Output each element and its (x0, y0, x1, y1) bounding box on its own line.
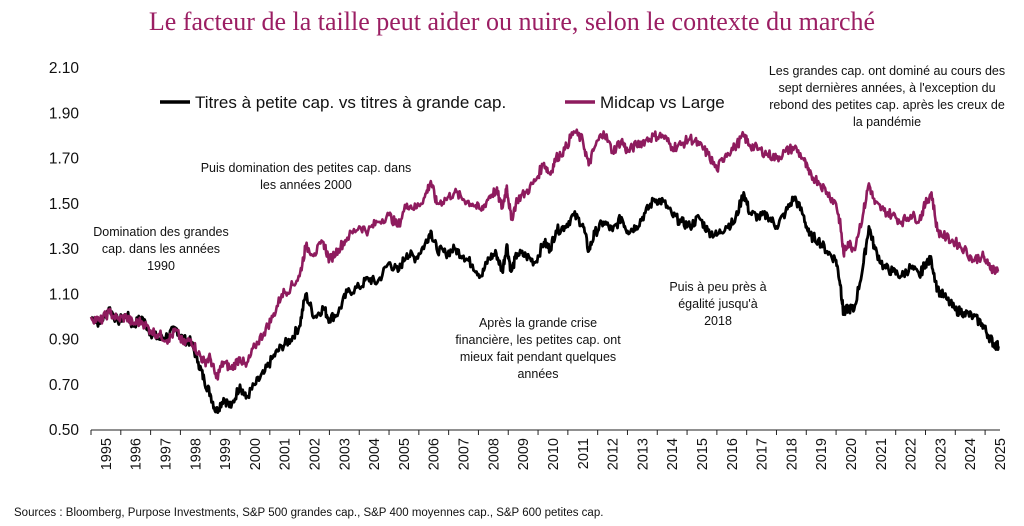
annotation-line: Domination des grandes (93, 225, 229, 239)
x-tick-label: 2002 (308, 438, 324, 470)
chart-title: Le facteur de la taille peut aider ou nu… (149, 7, 875, 36)
annotation-line: 1990 (147, 259, 175, 273)
x-tick-label: 2012 (606, 438, 622, 470)
x-tick-label: 1996 (129, 438, 145, 470)
x-tick-label: 2021 (874, 438, 890, 470)
x-tick-label: 2008 (486, 438, 502, 470)
annotation-line: Puis à peu près à (669, 280, 766, 294)
annotation-text: Puis domination des petites cap. dans les… (201, 161, 412, 192)
y-tick-label: 1.30 (49, 241, 80, 258)
x-tick-label: 1998 (188, 438, 204, 470)
x-tick-label: 1997 (159, 438, 175, 470)
x-tick-label: 2016 (725, 438, 741, 470)
x-tick-label: 2011 (576, 438, 592, 469)
legend: Titres à petite cap. vs titres à grande … (160, 93, 725, 112)
x-tick-label: 2015 (695, 438, 711, 470)
y-tick-label: 0.50 (49, 422, 80, 439)
annotation-line: financière, les petites cap. ont (455, 333, 621, 347)
source-note: Sources : Bloomberg, Purpose Investments… (14, 507, 603, 519)
x-tick-label: 2019 (814, 438, 830, 470)
annotation-line: égalité jusqu'à (678, 297, 758, 311)
x-tick-label: 2017 (755, 438, 771, 470)
y-tick-label: 1.70 (49, 151, 80, 168)
annotation-text: Puis à peu près à égalité jusqu'à 2018 (669, 280, 766, 328)
x-tick-label: 1995 (99, 438, 115, 470)
legend-label: Titres à petite cap. vs titres à grande … (195, 93, 506, 112)
annotation-line: Puis domination des petites cap. dans (201, 161, 412, 175)
x-tick-label: 2022 (904, 438, 920, 470)
x-tick-label: 2001 (278, 438, 294, 470)
x-tick-label: 2006 (427, 438, 443, 470)
annotation-line: rebond des petites cap. après les creux … (769, 98, 1005, 112)
x-tick-label: 1999 (218, 438, 234, 470)
annotation-text: Après la grande crise financière, les pet… (455, 316, 621, 381)
x-tick-label: 2018 (784, 438, 800, 470)
y-axis: 0.50 0.70 0.90 1.10 1.30 1.50 1.70 1.90 2.10 (49, 60, 80, 439)
annotation-line: la pandémie (853, 115, 921, 129)
y-tick-label: 1.10 (49, 286, 80, 303)
annotation-line: Après la grande crise (479, 316, 597, 330)
annotation-text: Les grandes cap. ont dominé au cours des… (769, 64, 1005, 129)
annotation-text: Domination des grandes cap. dans les anné… (93, 225, 229, 273)
annotation-line: Les grandes cap. ont dominé au cours des (769, 64, 1005, 78)
annotations: Domination des grandes cap. dans les anné… (93, 64, 1005, 381)
y-tick-label: 2.10 (49, 60, 80, 77)
x-tick-label: 2010 (546, 438, 562, 470)
x-tick-label: 2000 (248, 438, 264, 470)
x-tick-label: 2003 (337, 438, 353, 470)
series-line-midcap-vs-large (89, 128, 1000, 381)
y-tick-label: 0.70 (49, 377, 80, 394)
x-tick-label: 2020 (844, 438, 860, 470)
annotation-line: sept dernières années, à l'exception du (778, 81, 995, 95)
annotation-line: années (517, 367, 558, 381)
y-tick-label: 1.90 (49, 105, 80, 122)
annotation-line: 2018 (704, 314, 732, 328)
series-line-small-vs-large (90, 191, 1000, 414)
legend-label: Midcap vs Large (600, 93, 725, 112)
x-tick-label: 2025 (993, 438, 1009, 470)
x-tick-label: 2023 (933, 438, 949, 470)
x-tick-label: 2014 (665, 438, 681, 470)
x-tick-label: 2013 (635, 438, 651, 470)
annotation-line: cap. dans les années (102, 242, 220, 256)
x-axis: 1995 1996 1997 1998 1999 2000 2001 2002 2003 2004… (90, 429, 1009, 470)
x-tick-label: 2004 (367, 438, 383, 470)
series-group (89, 128, 1000, 414)
x-tick-label: 2009 (516, 438, 532, 470)
x-tick-label: 2005 (397, 438, 413, 470)
y-tick-label: 1.50 (49, 196, 80, 213)
x-tick-label: 2024 (963, 438, 979, 470)
y-tick-label: 0.90 (49, 332, 80, 349)
x-tick-label: 2007 (457, 438, 473, 470)
annotation-line: les années 2000 (260, 178, 352, 192)
annotation-line: mieux fait pendant quelques (460, 350, 616, 364)
